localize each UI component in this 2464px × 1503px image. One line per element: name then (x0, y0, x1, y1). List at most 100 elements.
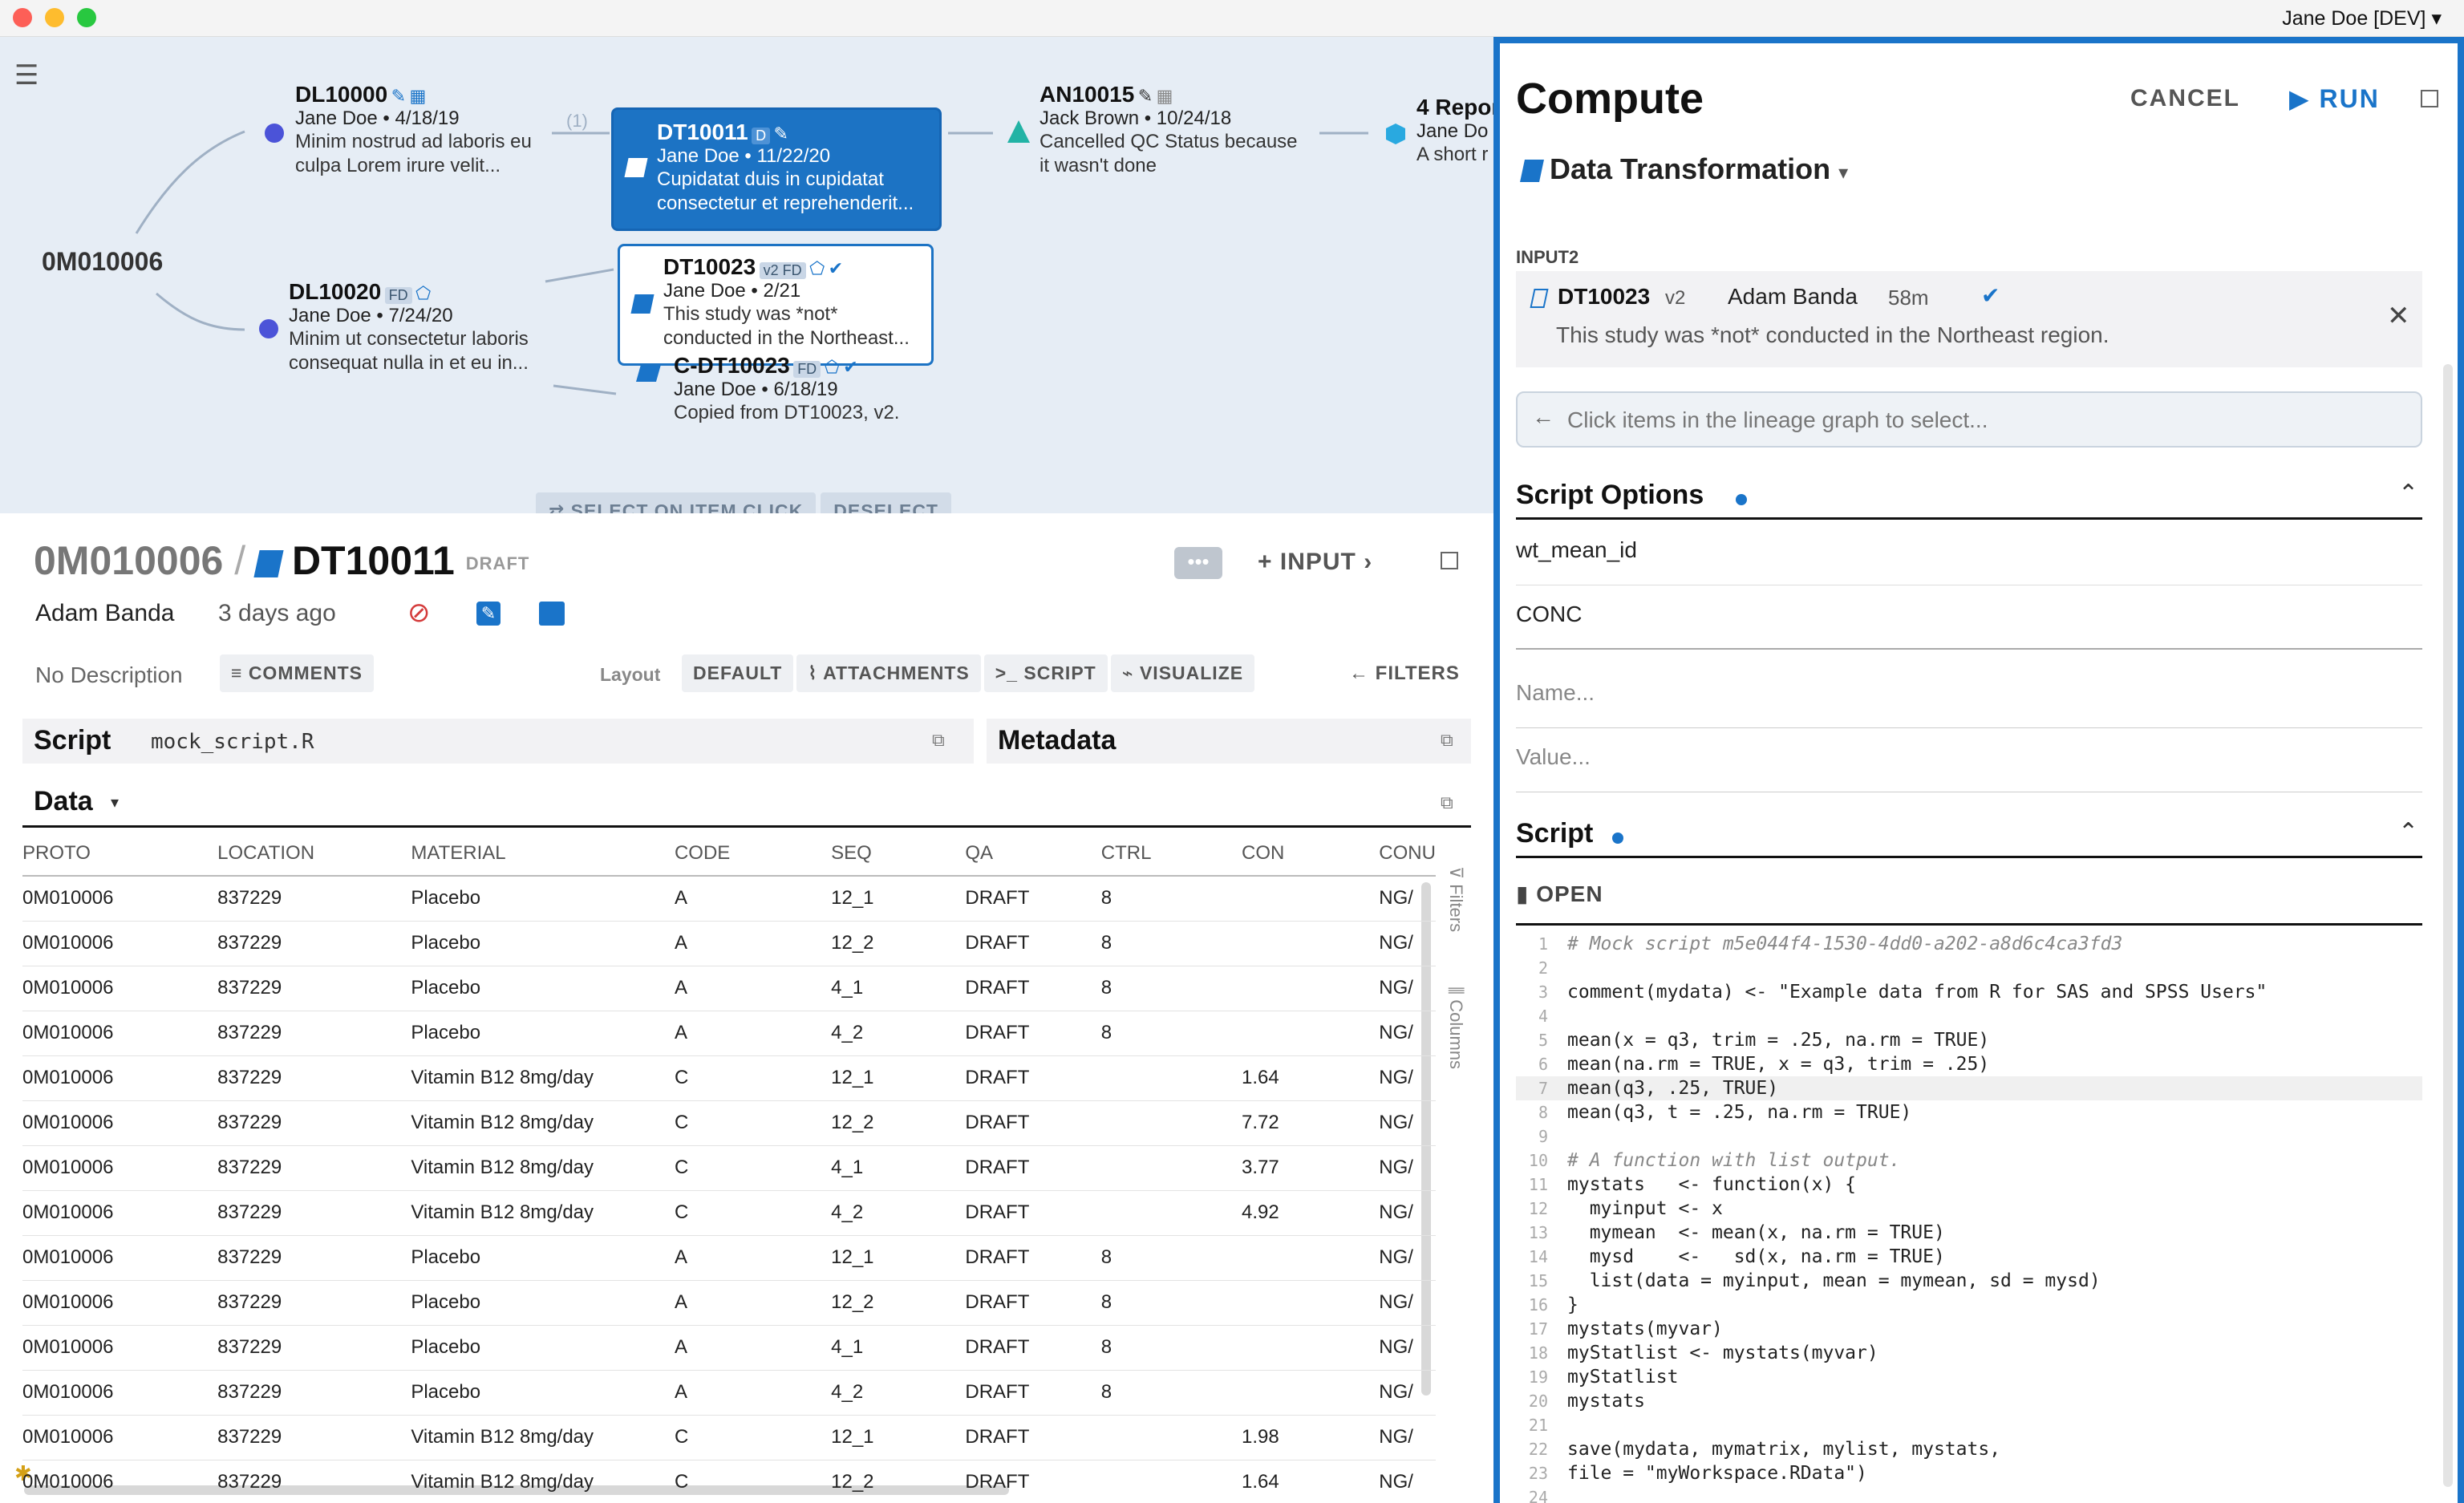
lineage-graph[interactable]: ☰ 0M010006 DL10000 ✎ ▦ Jane Doe • 4/18/1… (0, 37, 1493, 513)
data-section-header[interactable]: Data ▾ ⧉ (22, 783, 1471, 828)
code-line: 5 mean(x = q3, trim = .25, na.rm = TRUE) (1516, 1028, 2422, 1052)
lineage-node-an10015[interactable]: AN10015 ✎ ▦ Jack Brown • 10/24/18 Cancel… (1040, 82, 1298, 178)
maximize-icon[interactable] (1441, 552, 1458, 569)
lineage-select-input[interactable]: ← Click items in the lineage graph to se… (1516, 391, 2422, 448)
table-cell: 0M010006 (22, 1280, 218, 1326)
column-header[interactable]: MATERIAL (411, 831, 675, 877)
table-cell: NG/ (1379, 1011, 1436, 1056)
input-item-card[interactable]: DT10023 v2 Adam Banda 58m ✔ This study w… (1516, 271, 2422, 367)
deselect-button[interactable]: DESELECT (821, 492, 951, 513)
chevron-up-icon[interactable]: ⌃ (2398, 819, 2419, 845)
table-row[interactable]: 0M010006 837229 Placebo A 4_2 DRAFT 8 NG/ (22, 1370, 1436, 1416)
edit-icon[interactable]: ✎ (476, 602, 500, 626)
table-row[interactable]: 0M010006 837229 Vitamin B12 8mg/day C 12_2 DR… (22, 1100, 1436, 1146)
script-section-title: Script (34, 725, 111, 756)
table-row[interactable]: 0M010006 837229 Placebo A 12_2 DRAFT 8 NG/ (22, 1280, 1436, 1326)
table-row[interactable]: 0M010006 837229 Placebo A 4_1 DRAFT 8 NG/ (22, 966, 1436, 1011)
table-row[interactable]: 0M010006 837229 Placebo A 4_2 DRAFT 8 NG/ (22, 1011, 1436, 1056)
table-row[interactable]: 0M010006 837229 Placebo A 4_1 DRAFT 8 NG/ (22, 1325, 1436, 1371)
node-desc: A short r (1416, 144, 1489, 165)
lineage-node-reports[interactable]: 4 Repor Jane Do A short r (1416, 95, 1493, 167)
option-value-input[interactable]: Value... (1516, 730, 2422, 792)
column-header[interactable]: CONU (1379, 831, 1436, 877)
line-number: 2 (1538, 958, 1548, 978)
column-header[interactable]: CTRL (1100, 831, 1242, 877)
table-cell: NG/ (1379, 1280, 1436, 1326)
column-header[interactable]: PROTO (22, 831, 218, 877)
table-cell: C (674, 1100, 832, 1146)
lineage-node-dt10023[interactable]: DT10023 v2 FD ⬠ ✔ Jane Doe • 2/21 This s… (618, 244, 934, 366)
transform-type-select[interactable]: Data Transformation ▾ (1520, 152, 1848, 186)
lineage-node-c-dt10023[interactable]: C-DT10023 FD ⬠ ✔ Jane Doe • 6/18/19 Copi… (674, 353, 899, 425)
column-header[interactable]: QA (965, 831, 1101, 877)
table-filters-tab[interactable]: ⊽ Filters (1445, 866, 1466, 932)
maximize-icon[interactable] (2421, 90, 2438, 107)
table-row[interactable]: 0M010006 837229 Placebo A 12_1 DRAFT 8 NG/ (22, 876, 1436, 922)
popout-icon[interactable]: ⧉ (1441, 730, 1453, 750)
table-row[interactable]: 0M010006 837229 Vitamin B12 8mg/day C 12_2 DR… (22, 1460, 1436, 1503)
table-row[interactable]: 0M010006 837229 Placebo A 12_2 DRAFT 8 NG/ (22, 921, 1436, 966)
open-label: OPEN (1536, 881, 1603, 906)
popout-icon[interactable]: ⧉ (932, 730, 945, 750)
popout-icon[interactable]: ⧉ (1441, 792, 1453, 812)
option-name-input[interactable]: Name... (1516, 666, 2422, 728)
zoom-window-button[interactable] (77, 8, 96, 27)
window-titlebar: Jane Doe [DEV] ▾ (0, 0, 2464, 37)
code-line: 24 (1516, 1485, 2422, 1503)
lineage-node-dl10000[interactable]: DL10000 ✎ ▦ Jane Doe • 4/18/19 Minim nos… (295, 82, 532, 178)
run-button[interactable]: ▶ RUN (2289, 83, 2380, 114)
open-script-button[interactable]: ▮ OPEN (1516, 881, 1603, 907)
code-text: # A function with list output. (1567, 1150, 1901, 1171)
comments-button[interactable]: ≡ COMMENTS (220, 654, 374, 692)
breadcrumb-parent[interactable]: 0M010006 (34, 538, 224, 583)
layout-visualize-button[interactable]: ⌁ VISUALIZE (1110, 654, 1255, 692)
input-button[interactable]: + INPUT › (1258, 549, 1372, 576)
remove-input-icon[interactable]: ✕ (2387, 301, 2410, 331)
table-cell: NG/ (1379, 1055, 1436, 1101)
code-editor[interactable]: 1 # Mock script m5e044f4-1530-4dd0-a202-a… (1516, 932, 2422, 1503)
table-row[interactable]: 0M010006 837229 Vitamin B12 8mg/day C 12_1 DR… (22, 1415, 1436, 1460)
lineage-node-dl10020[interactable]: DL10020 FD ⬠ Jane Doe • 7/24/20 Minim ut… (289, 279, 529, 375)
more-options-button[interactable]: ••• (1174, 547, 1222, 579)
select-on-item-click-button[interactable]: ⇄ SELECT ON ITEM CLICK (536, 492, 817, 513)
column-header[interactable]: SEQ (831, 831, 966, 877)
table-row[interactable]: 0M010006 837229 Placebo A 12_1 DRAFT 8 NG/ (22, 1235, 1436, 1281)
cancel-button[interactable]: CANCEL (2130, 85, 2240, 111)
filters-button[interactable]: ← FILTERS (1349, 662, 1460, 685)
transformation-icon (1520, 160, 1544, 183)
table-cell: 837229 (217, 921, 411, 966)
option-field[interactable]: wt_mean_id (1516, 523, 2422, 585)
table-columns-tab[interactable]: ⫼ Columns (1445, 986, 1466, 1069)
table-cell: Vitamin B12 8mg/day (411, 1415, 675, 1460)
lineage-root[interactable]: 0M010006 (42, 247, 164, 276)
chevron-up-icon[interactable]: ⌃ (2398, 480, 2419, 507)
verified-check-icon: ✔ (843, 357, 858, 377)
lineage-node-dt10011-selected[interactable]: DT10011 D ✎ Jane Doe • 11/22/20 Cupidata… (611, 107, 942, 231)
input-section-label: INPUT2 (1516, 247, 1579, 267)
line-number: 18 (1528, 1343, 1548, 1363)
node-desc: This study was *not* (663, 303, 838, 325)
menu-icon[interactable]: ☰ (14, 60, 39, 91)
column-header[interactable]: LOCATION (217, 831, 411, 877)
archive-icon[interactable] (539, 602, 565, 626)
hidden-eye-icon[interactable]: ⊘ (407, 598, 431, 628)
column-header[interactable]: CODE (674, 831, 832, 877)
table-row[interactable]: 0M010006 837229 Vitamin B12 8mg/day C 4_1 DRA… (22, 1145, 1436, 1191)
table-row[interactable]: 0M010006 837229 Vitamin B12 8mg/day C 12_1 DR… (22, 1055, 1436, 1101)
layout-script-button[interactable]: >_ SCRIPT (983, 654, 1108, 692)
script-options-header[interactable]: Script Options ⌃ (1516, 472, 2422, 520)
option-value[interactable]: CONC (1516, 587, 2422, 650)
script-header[interactable]: Script ⌃ (1516, 810, 2422, 858)
column-header[interactable]: CON (1242, 831, 1380, 877)
close-window-button[interactable] (13, 8, 32, 27)
metadata-section-header[interactable]: Metadata ⧉ (987, 719, 1471, 764)
script-section-header[interactable]: Script mock_script.R ⧉ (22, 719, 974, 764)
code-line: 8 mean(q3, t = .25, na.rm = TRUE) (1516, 1100, 2422, 1124)
minimize-window-button[interactable] (45, 8, 64, 27)
table-row[interactable]: 0M010006 837229 Vitamin B12 8mg/day C 4_2 DRA… (22, 1190, 1436, 1236)
edge (135, 130, 245, 234)
panel-scrollbar[interactable] (2443, 364, 2453, 1487)
layout-default-button[interactable]: DEFAULT (682, 654, 794, 692)
layout-attachments-button[interactable]: ⌇ ATTACHMENTS (796, 654, 981, 692)
user-menu[interactable]: Jane Doe [DEV] ▾ (2282, 6, 2442, 30)
